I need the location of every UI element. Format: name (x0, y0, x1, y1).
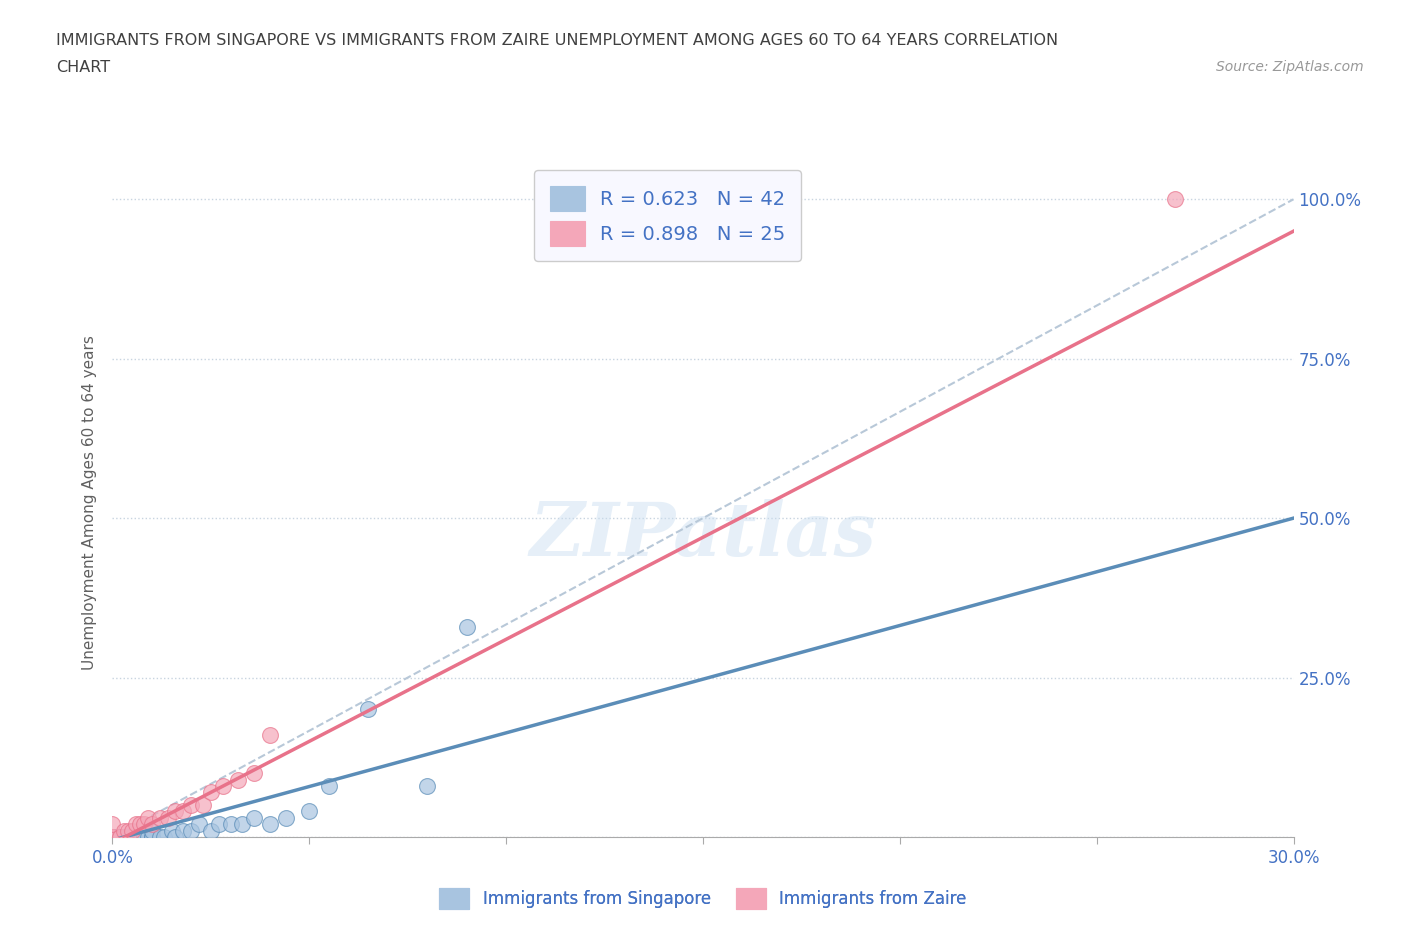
Point (188, 817, 211, 831)
Point (208, 817, 231, 831)
Point (259, 817, 281, 831)
Point (211, 778, 233, 793)
Point (219, 817, 242, 831)
Point (456, 619, 478, 634)
Point (172, 823, 194, 838)
Point (117, 823, 139, 838)
Point (132, 830, 155, 844)
Point (141, 830, 163, 844)
Point (416, 778, 439, 793)
Text: IMMIGRANTS FROM SINGAPORE VS IMMIGRANTS FROM ZAIRE UNEMPLOYMENT AMONG AGES 60 TO: IMMIGRANTS FROM SINGAPORE VS IMMIGRANTS … (56, 33, 1059, 47)
Point (1164, 192, 1187, 206)
Point (243, 765, 266, 780)
Text: CHART: CHART (56, 60, 110, 75)
Point (318, 778, 340, 793)
Point (298, 804, 321, 819)
Point (110, 830, 132, 844)
Point (156, 810, 179, 825)
Point (101, 817, 124, 831)
Legend: Immigrants from Singapore, Immigrants from Zaire: Immigrants from Singapore, Immigrants fr… (433, 881, 973, 916)
Point (231, 817, 253, 831)
Point (125, 817, 148, 831)
Point (129, 817, 152, 831)
Point (101, 830, 124, 844)
Point (101, 830, 124, 844)
Point (180, 823, 202, 838)
Point (200, 823, 222, 838)
Point (101, 830, 124, 844)
Point (101, 830, 124, 844)
Point (101, 830, 124, 844)
Point (141, 830, 163, 844)
Point (172, 804, 194, 819)
Point (200, 785, 222, 800)
Point (112, 830, 135, 844)
Point (141, 823, 163, 838)
Point (141, 817, 163, 831)
Y-axis label: Unemployment Among Ages 60 to 64 years: Unemployment Among Ages 60 to 64 years (82, 335, 97, 670)
Point (101, 830, 124, 844)
Point (165, 804, 187, 819)
Point (101, 830, 124, 844)
Point (129, 830, 152, 844)
Text: Source: ZipAtlas.com: Source: ZipAtlas.com (1216, 60, 1364, 74)
Point (121, 830, 143, 844)
Point (259, 727, 281, 742)
Point (357, 702, 380, 717)
Point (101, 830, 124, 844)
Point (101, 830, 124, 844)
Point (274, 810, 297, 825)
Text: ZIPatlas: ZIPatlas (530, 499, 876, 572)
Point (132, 817, 155, 831)
Point (165, 830, 187, 844)
Point (152, 830, 174, 844)
Point (180, 798, 202, 813)
Point (121, 823, 143, 838)
Point (112, 823, 135, 838)
Point (121, 830, 143, 844)
Point (228, 772, 250, 787)
Point (110, 830, 132, 844)
Point (117, 830, 139, 844)
Point (101, 830, 124, 844)
Point (149, 830, 172, 844)
Point (149, 810, 172, 825)
Point (125, 830, 148, 844)
Point (136, 810, 159, 825)
Point (101, 830, 124, 844)
Point (243, 810, 266, 825)
Point (191, 798, 214, 813)
Point (110, 830, 132, 844)
Point (101, 830, 124, 844)
Point (160, 823, 183, 838)
Point (136, 830, 159, 844)
Point (101, 830, 124, 844)
